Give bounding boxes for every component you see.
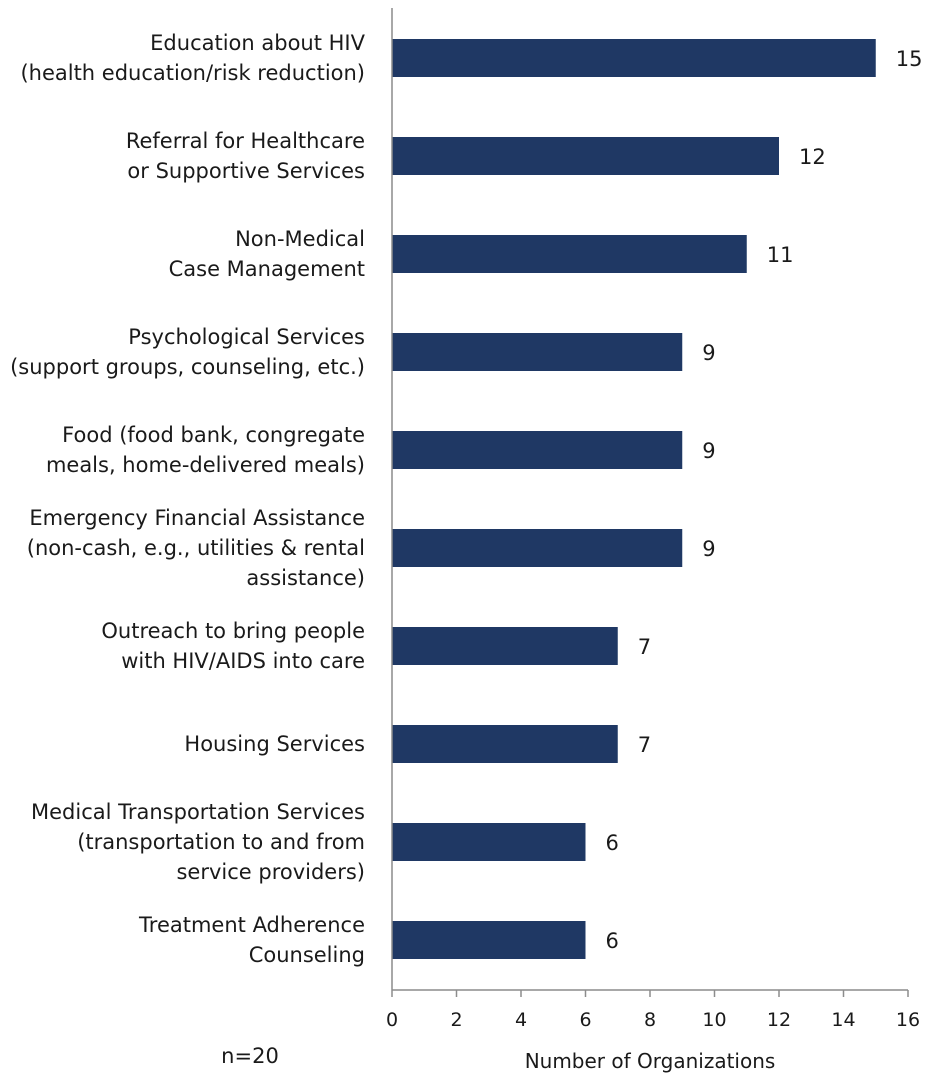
category-label: Housing Services	[184, 732, 365, 756]
category-label: Emergency Financial Assistance (non-cash,…	[27, 506, 365, 590]
data-label: 9	[702, 537, 715, 561]
category-label-line: assistance)	[246, 566, 365, 590]
category-label-line: (support groups, counseling, etc.)	[10, 355, 365, 379]
category-label-line: Case Management	[169, 257, 365, 281]
category-label-line: Treatment Adherence	[138, 913, 365, 937]
category-label: Treatment Adherence Counseling	[138, 913, 365, 967]
category-label: Referral for Healthcare or Supportive Ser…	[126, 129, 365, 183]
x-tick-label: 0	[386, 1009, 398, 1031]
x-tick-label: 16	[896, 1009, 920, 1031]
category-label-line: (health education/risk reduction)	[20, 61, 365, 85]
bar	[392, 137, 779, 175]
bar	[392, 823, 586, 861]
category-label: Outreach to bring people with HIV/AIDS in…	[101, 619, 365, 673]
data-labels-group: 15 12 11 9 9 9 7 7 6 6	[606, 47, 923, 953]
category-label-line: Housing Services	[184, 732, 365, 756]
category-label: Medical Transportation Services (transpor…	[31, 800, 365, 884]
data-label: 6	[606, 831, 619, 855]
x-axis-title: Number of Organizations	[525, 1049, 776, 1073]
category-label: Education about HIV (health education/ris…	[20, 31, 365, 85]
category-label-line: with HIV/AIDS into care	[121, 649, 365, 673]
x-tick-label: 14	[831, 1009, 855, 1031]
category-label-line: Medical Transportation Services	[31, 800, 365, 824]
data-label: 9	[702, 439, 715, 463]
category-label-line: Education about HIV	[150, 31, 365, 55]
category-label: Non-Medical Case Management	[169, 227, 365, 281]
sample-size-note: n=20	[221, 1044, 279, 1068]
x-tick-label: 10	[702, 1009, 726, 1031]
category-labels-group: Education about HIV (health education/ris…	[10, 31, 366, 967]
category-label-line: meals, home-delivered meals)	[46, 453, 365, 477]
category-label-line: (non-cash, e.g., utilities & rental	[27, 536, 365, 560]
bar	[392, 627, 618, 665]
bar	[392, 725, 618, 763]
category-label: Psychological Services (support groups, c…	[10, 325, 365, 379]
bar	[392, 39, 876, 77]
x-tick-label: 2	[450, 1009, 462, 1031]
bar	[392, 333, 683, 371]
bar	[392, 921, 586, 959]
bar	[392, 235, 747, 273]
x-ticks-group: 0 2 4 6 8 10 12 14 16	[386, 990, 920, 1031]
category-label: Food (food bank, congregate meals, home-d…	[46, 423, 365, 477]
x-tick-label: 4	[515, 1009, 527, 1031]
bar	[392, 529, 683, 567]
category-label-line: Outreach to bring people	[101, 619, 365, 643]
x-tick-label: 8	[644, 1009, 656, 1031]
data-label: 12	[799, 145, 826, 169]
category-label-line: Referral for Healthcare	[126, 129, 365, 153]
data-label: 9	[702, 341, 715, 365]
category-label-line: service providers)	[176, 860, 365, 884]
bar	[392, 431, 683, 469]
data-label: 7	[638, 733, 651, 757]
x-tick-label: 6	[579, 1009, 591, 1031]
category-label-line: Psychological Services	[128, 325, 365, 349]
data-label: 7	[638, 635, 651, 659]
category-label-line: Counseling	[249, 943, 365, 967]
category-label-line: (transportation to and from	[77, 830, 365, 854]
x-tick-label: 12	[767, 1009, 791, 1031]
category-label-line: Non-Medical	[235, 227, 365, 251]
category-label-line: or Supportive Services	[127, 159, 365, 183]
category-label-line: Emergency Financial Assistance	[29, 506, 365, 530]
data-label: 15	[896, 47, 923, 71]
category-label-line: Food (food bank, congregate	[62, 423, 365, 447]
data-label: 6	[606, 929, 619, 953]
data-label: 11	[767, 243, 794, 267]
bars-group	[392, 39, 876, 959]
